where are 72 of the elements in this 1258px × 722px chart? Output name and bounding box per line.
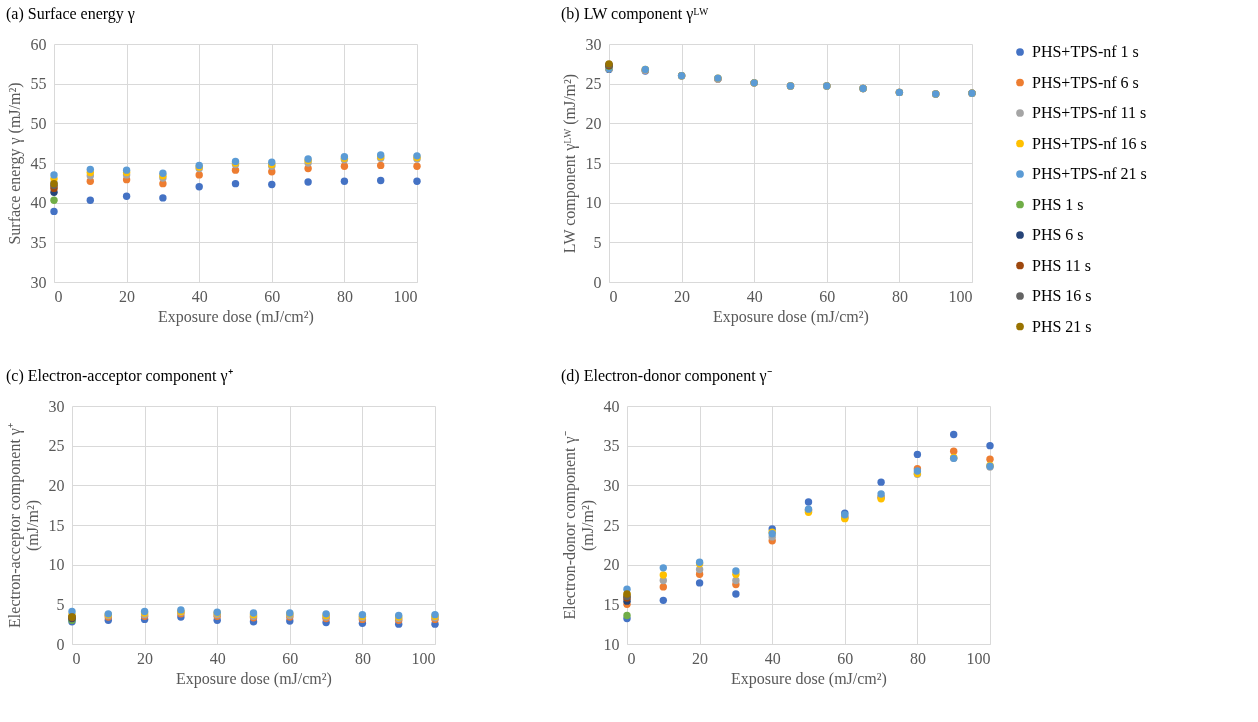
legend-label: PHS 1 s [1032, 195, 1084, 213]
y-tick-label: 15 [48, 516, 65, 534]
x-tick-label: 20 [137, 649, 154, 667]
x-tick-label: 100 [948, 287, 973, 305]
y-tick-label: 10 [603, 635, 620, 653]
y-tick-label: 15 [585, 154, 602, 172]
x-tick-label: 60 [282, 649, 299, 667]
y-tick-label: 5 [593, 233, 602, 251]
y-tick-label: 55 [30, 75, 47, 93]
y-tick-label: 40 [30, 194, 47, 212]
y-tick-label: 5 [56, 595, 65, 613]
x-tick-label: 80 [909, 649, 926, 667]
y-tick-label: 30 [48, 397, 65, 415]
x-axis-title: Exposure dose (mJ/cm²) [176, 669, 332, 688]
x-tick-label: 80 [354, 649, 371, 667]
y-tick-label: 35 [30, 233, 47, 251]
y-axis-title: Electron-acceptor component γ⁺ (mJ/m²) [5, 423, 42, 628]
legend-label: PHS 6 s [1032, 226, 1084, 243]
x-tick-label: 20 [674, 287, 691, 305]
legend-label: PHS+TPS-nf 16 s [1032, 134, 1147, 152]
x-axis-title: Exposure dose (mJ/cm²) [731, 669, 887, 688]
legend-label: PHS+TPS-nf 6 s [1032, 73, 1139, 91]
x-tick-label: 100 [966, 649, 991, 667]
x-tick-label: 40 [191, 287, 208, 305]
legend-label: PHS+TPS-nf 11 s [1032, 104, 1147, 121]
y-tick-label: 35 [603, 437, 620, 455]
x-tick-label: 20 [692, 649, 709, 667]
x-tick-label: 100 [411, 649, 436, 667]
y-tick-label: 25 [48, 437, 65, 455]
legend-label: PHS+TPS-nf 21 s [1032, 165, 1147, 182]
y-axis-title: Surface energy γ (mJ/m²) [5, 82, 24, 245]
chart-title: (c) Electron-acceptor component γ⁺ [6, 367, 233, 385]
y-tick-label: 0 [593, 273, 602, 291]
y-tick-label: 45 [30, 154, 47, 172]
chart-title: (a) Surface energy γ [6, 5, 135, 23]
x-tick-label: 0 [72, 649, 81, 667]
x-tick-label: 40 [746, 287, 763, 305]
x-tick-label: 60 [264, 287, 281, 305]
x-tick-label: 80 [891, 287, 908, 305]
y-tick-label: 30 [30, 273, 47, 291]
legend-label: PHS 11 s [1032, 256, 1091, 274]
x-tick-label: 100 [393, 287, 418, 305]
y-tick-label: 0 [56, 635, 65, 653]
y-tick-label: 20 [48, 476, 65, 494]
y-tick-label: 15 [603, 595, 620, 613]
y-axis-title: Electron-donor component γ⁻ (mJ/m²) [560, 431, 597, 620]
y-tick-label: 20 [603, 556, 620, 574]
y-tick-label: 30 [603, 476, 620, 494]
x-tick-label: 60 [819, 287, 836, 305]
x-tick-label: 0 [627, 649, 636, 667]
chart-title: (b) LW component γᴸᵂ [561, 5, 709, 23]
y-tick-label: 50 [30, 114, 47, 132]
x-tick-label: 60 [837, 649, 854, 667]
y-tick-label: 30 [585, 35, 602, 53]
y-tick-label: 40 [603, 397, 620, 415]
y-tick-label: 25 [585, 75, 602, 93]
y-tick-label: 10 [48, 556, 65, 574]
y-tick-label: 10 [585, 194, 602, 212]
y-tick-label: 20 [585, 114, 602, 132]
chart-title: (d) Electron-donor component γ⁻ [561, 367, 772, 385]
x-tick-label: 80 [336, 287, 353, 305]
x-axis-title: Exposure dose (mJ/cm²) [158, 307, 314, 326]
x-tick-label: 40 [209, 649, 226, 667]
y-tick-label: 25 [603, 516, 620, 534]
y-tick-label: 60 [30, 35, 47, 53]
x-axis-title: Exposure dose (mJ/cm²) [713, 307, 869, 326]
legend-label: PHS 21 s [1032, 317, 1092, 335]
legend-label: PHS+TPS-nf 1 s [1032, 43, 1139, 60]
legend-label: PHS 16 s [1032, 287, 1092, 304]
x-tick-label: 20 [119, 287, 136, 305]
x-tick-label: 40 [764, 649, 781, 667]
y-axis-title: LW component γᴸᵂ (mJ/m²) [560, 73, 579, 254]
